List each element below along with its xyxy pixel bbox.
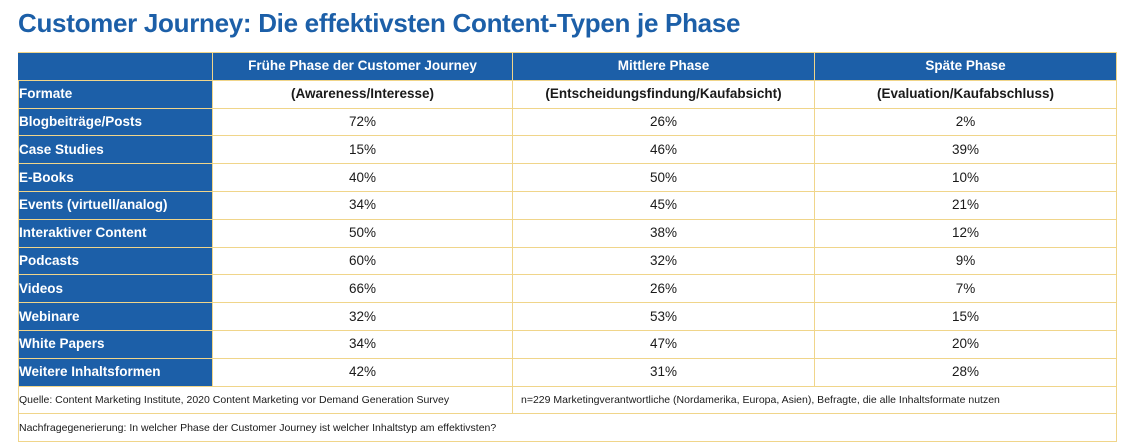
column-subheader-early: (Awareness/Interesse) <box>212 79 513 109</box>
value-cell: 46% <box>512 135 815 165</box>
row-label: Blogbeiträge/Posts <box>18 107 213 137</box>
subheader-row: Formate (Awareness/Interesse) (Entscheid… <box>18 79 1117 109</box>
value-cell: 26% <box>512 107 815 137</box>
table-row: Events (virtuell/analog) 34% 45% 21% <box>18 190 1117 220</box>
value-cell: 38% <box>512 218 815 248</box>
column-subheader-middle: (Entscheidungsfindung/Kaufabsicht) <box>512 79 815 109</box>
footer-row-source: Quelle: Content Marketing Institute, 202… <box>18 385 1117 415</box>
value-cell: 2% <box>814 107 1117 137</box>
row-label: Case Studies <box>18 135 213 165</box>
value-cell: 50% <box>512 163 815 192</box>
column-header-middle: Mittlere Phase <box>512 52 815 81</box>
row-label: White Papers <box>18 329 213 359</box>
column-subheader-late: (Evaluation/Kaufabschluss) <box>814 79 1117 109</box>
column-header-late: Späte Phase <box>814 52 1117 81</box>
value-cell: 15% <box>212 135 513 165</box>
table-row: Interaktiver Content 50% 38% 12% <box>18 218 1117 248</box>
row-label: Events (virtuell/analog) <box>18 190 213 220</box>
table-row: White Papers 34% 47% 20% <box>18 329 1117 359</box>
column-header-early: Frühe Phase der Customer Journey <box>212 52 513 81</box>
value-cell: 47% <box>512 329 815 359</box>
table-row: E-Books 40% 50% 10% <box>18 163 1117 192</box>
table-row: Videos 66% 26% 7% <box>18 274 1117 304</box>
value-cell: 60% <box>212 246 513 276</box>
value-cell: 34% <box>212 190 513 220</box>
row-label: Interaktiver Content <box>18 218 213 248</box>
value-cell: 20% <box>814 329 1117 359</box>
value-cell: 45% <box>512 190 815 220</box>
table-row: Weitere Inhaltsformen 42% 31% 28% <box>18 357 1117 387</box>
footer-row-question: Nachfragegenerierung: In welcher Phase d… <box>18 413 1117 443</box>
value-cell: 32% <box>512 246 815 276</box>
value-cell: 72% <box>212 107 513 137</box>
sample-note: n=229 Marketingverantwortliche (Nordamer… <box>512 385 1117 415</box>
value-cell: 31% <box>512 357 815 387</box>
row-header-formate: Formate <box>18 79 213 109</box>
page-title: Customer Journey: Die effektivsten Conte… <box>18 8 741 38</box>
table-row: Webinare 32% 53% 15% <box>18 302 1117 331</box>
table-row: Podcasts 60% 32% 9% <box>18 246 1117 276</box>
row-label: E-Books <box>18 163 213 192</box>
question-note: Nachfragegenerierung: In welcher Phase d… <box>18 413 1117 443</box>
value-cell: 28% <box>814 357 1117 387</box>
value-cell: 39% <box>814 135 1117 165</box>
header-corner <box>18 52 213 81</box>
row-label: Weitere Inhaltsformen <box>18 357 213 387</box>
value-cell: 9% <box>814 246 1117 276</box>
content-journey-table: Frühe Phase der Customer Journey Mittler… <box>18 52 1117 443</box>
value-cell: 40% <box>212 163 513 192</box>
value-cell: 10% <box>814 163 1117 192</box>
value-cell: 34% <box>212 329 513 359</box>
value-cell: 12% <box>814 218 1117 248</box>
table-row: Blogbeiträge/Posts 72% 26% 2% <box>18 107 1117 137</box>
value-cell: 26% <box>512 274 815 304</box>
value-cell: 7% <box>814 274 1117 304</box>
value-cell: 15% <box>814 302 1117 331</box>
value-cell: 50% <box>212 218 513 248</box>
table-body: Blogbeiträge/Posts 72% 26% 2% Case Studi… <box>18 107 1117 387</box>
value-cell: 42% <box>212 357 513 387</box>
table-row: Case Studies 15% 46% 39% <box>18 135 1117 165</box>
header-row: Frühe Phase der Customer Journey Mittler… <box>18 52 1117 81</box>
value-cell: 53% <box>512 302 815 331</box>
row-label: Videos <box>18 274 213 304</box>
value-cell: 21% <box>814 190 1117 220</box>
value-cell: 66% <box>212 274 513 304</box>
value-cell: 32% <box>212 302 513 331</box>
row-label: Webinare <box>18 302 213 331</box>
row-label: Podcasts <box>18 246 213 276</box>
source-note: Quelle: Content Marketing Institute, 202… <box>18 385 513 415</box>
